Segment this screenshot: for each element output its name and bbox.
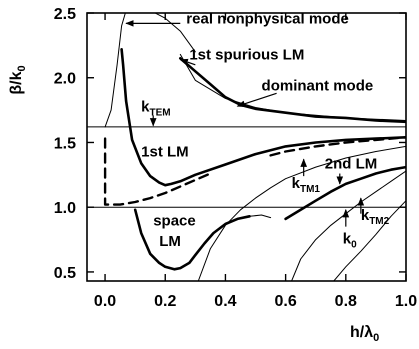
x-tick-label-4: 0.8 [335,293,357,310]
y-tick-label-2: 1.5 [54,135,76,152]
reference-lines [87,126,406,208]
x-axis-title: h/λ0 [350,324,379,344]
annotation-label-7: k0 [343,230,357,250]
y-axis-title-base: β/k [8,71,25,94]
annotation-label-text-0: real nonphysical mode [186,10,349,27]
annotation-label-5: kTM1 [292,175,321,195]
annotation-label-1: 1st spurious LM [189,47,304,64]
annotation-arrows [125,19,365,227]
x-tick-label-5: 1.0 [395,293,417,310]
annotation-label-3: 1st LM [141,144,189,161]
annotation-label-text-7: k [343,230,352,247]
series-line-11 [333,200,406,281]
y-axis-title: β/k0 [8,65,28,94]
reference-label-text-0: k [141,98,150,115]
annotation-label-text-1: 1st spurious LM [189,47,304,64]
x-axis-title-base: h/λ [350,324,373,341]
y-axis-title-sub: 0 [16,65,28,71]
annotation-label-4: 2nd LM [325,155,378,172]
plot-frame [86,12,407,282]
y-tick-label-4: 2.5 [54,6,76,23]
reference-label-sub-0: TEM [150,107,171,118]
series-line-9 [197,145,406,281]
y-tick-label-1: 1.0 [54,200,76,217]
plot-frame-border [86,12,407,282]
annotation-label-text-6: k [361,207,370,224]
annotation-label-2: dominant mode [262,78,374,95]
annotation-label-8: space [153,212,196,229]
annotation-label-sub-6: TM2 [369,216,389,227]
x-tick-label-3: 0.6 [274,293,296,310]
series-layer [103,13,406,281]
series-line-7 [249,214,272,219]
series-line-5 [269,136,406,157]
series-line-4 [103,137,212,206]
annotation-label-0: real nonphysical mode [186,10,349,27]
x-axis-title-sub: 0 [373,332,379,344]
series-line-0 [104,13,196,128]
annotation-label-9: LM [159,233,181,250]
series-line-6 [133,208,251,271]
y-tick-label-3: 2.0 [54,71,76,88]
annotation-label-text-5: k [292,175,301,192]
y-tick-label-0: 0.5 [54,265,76,282]
annotation-arrow-2 [236,92,277,108]
annotation-label-text-8: space [153,212,196,229]
annotation-label-6: kTM2 [361,207,390,227]
x-tick-label-2: 0.4 [214,293,236,310]
reference-label-0: kTEM [141,98,170,118]
series-line-8 [284,165,406,221]
x-tick-label-1: 0.2 [154,293,176,310]
annotation-label-text-9: LM [159,233,181,250]
annotation-label-text-2: dominant mode [262,78,374,95]
annotation-arrow-1 [179,58,196,66]
series-line-3 [179,56,406,124]
axis-ticks: 0.0 0.2 0.4 0.6 0.8 1.0 0.5 1.0 1.5 2.0 2.5 [54,6,417,310]
annotation-label-text-4: 2nd LM [325,155,378,172]
series-line-2 [120,47,406,187]
x-tick-label-0: 0.0 [94,293,116,310]
annotation-label-sub-5: TM1 [300,184,320,195]
annotation-label-sub-7: 0 [351,239,357,250]
annotation-label-text-3: 1st LM [141,144,189,161]
